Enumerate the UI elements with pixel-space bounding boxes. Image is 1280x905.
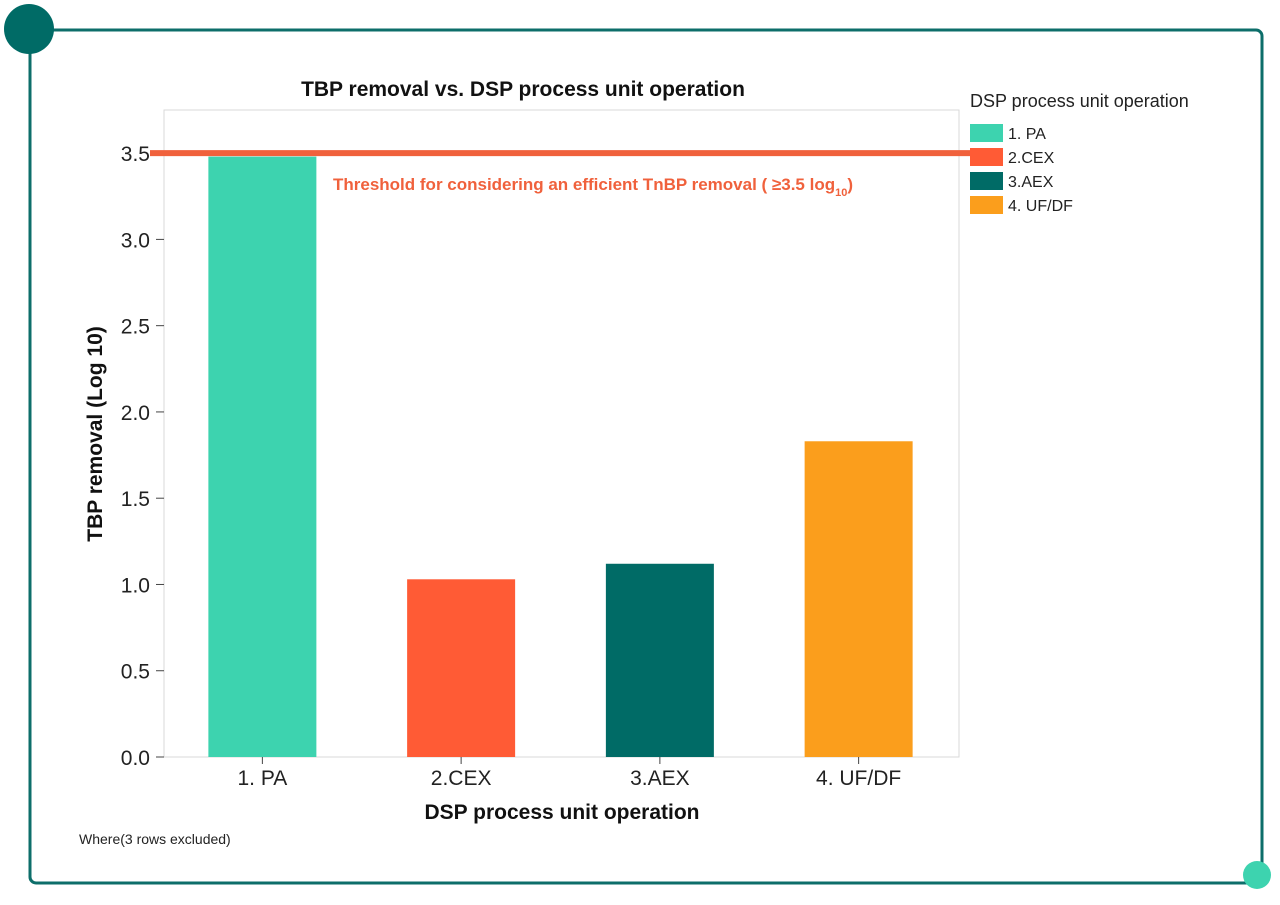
y-tick-label: 3.5 bbox=[121, 143, 150, 166]
threshold-label-end: ) bbox=[847, 175, 853, 194]
legend-title: DSP process unit operation bbox=[970, 91, 1189, 111]
bars bbox=[208, 156, 913, 758]
y-tick-label: 2.5 bbox=[121, 316, 150, 339]
x-tick-label: 2.CEX bbox=[431, 767, 492, 790]
x-axis-label: DSP process unit operation bbox=[425, 801, 700, 824]
legend-label-3: 3.AEX bbox=[1008, 174, 1054, 191]
legend-label-1: 1. PA bbox=[1008, 126, 1046, 143]
frame-border bbox=[28, 28, 1264, 885]
bar-3 bbox=[605, 563, 714, 757]
y-axis-label: TBP removal (Log 10) bbox=[84, 326, 107, 542]
plot-frame bbox=[163, 109, 960, 758]
y-axis: 0.0 0.5 1.0 1.5 2.0 2.5 3.0 3.5 bbox=[121, 143, 164, 770]
x-tick-label: 4. UF/DF bbox=[816, 767, 901, 790]
corner-dot-bottom-right bbox=[1243, 861, 1271, 889]
threshold-label: Threshold for considering an efficient T… bbox=[333, 175, 853, 199]
x-tick-label: 1. PA bbox=[237, 767, 287, 790]
footnote: Where(3 rows excluded) bbox=[79, 831, 231, 847]
y-tick-label: 0.0 bbox=[121, 747, 150, 770]
bar-4 bbox=[804, 441, 913, 757]
chart-title: TBP removal vs. DSP process unit operati… bbox=[301, 78, 745, 101]
y-tick-label: 3.0 bbox=[121, 229, 150, 252]
corner-dot-top-left bbox=[4, 4, 54, 54]
threshold-label-subscript: 10 bbox=[835, 187, 847, 199]
y-tick-label: 0.5 bbox=[121, 661, 150, 684]
y-tick-label: 1.0 bbox=[121, 574, 150, 597]
legend-label-2: 2.CEX bbox=[1008, 150, 1055, 167]
x-tick-label: 3.AEX bbox=[630, 767, 690, 790]
x-axis: 1. PA 2.CEX 3.AEX 4. UF/DF bbox=[237, 757, 901, 790]
bar-2 bbox=[407, 579, 516, 757]
threshold-group: Threshold for considering an efficient T… bbox=[150, 150, 1000, 199]
y-tick-label: 1.5 bbox=[121, 488, 150, 511]
legend-label-4: 4. UF/DF bbox=[1008, 198, 1073, 215]
legend-swatch-2 bbox=[970, 148, 1003, 166]
y-tick-label: 2.0 bbox=[121, 402, 150, 425]
legend-swatch-1 bbox=[970, 124, 1003, 142]
legend-swatch-3 bbox=[970, 172, 1003, 190]
threshold-label-main: Threshold for considering an efficient T… bbox=[333, 175, 835, 194]
legend: DSP process unit operation 1. PA 2.CEX 3.A… bbox=[970, 91, 1189, 215]
bar-1 bbox=[208, 156, 317, 758]
legend-swatch-4 bbox=[970, 196, 1003, 214]
